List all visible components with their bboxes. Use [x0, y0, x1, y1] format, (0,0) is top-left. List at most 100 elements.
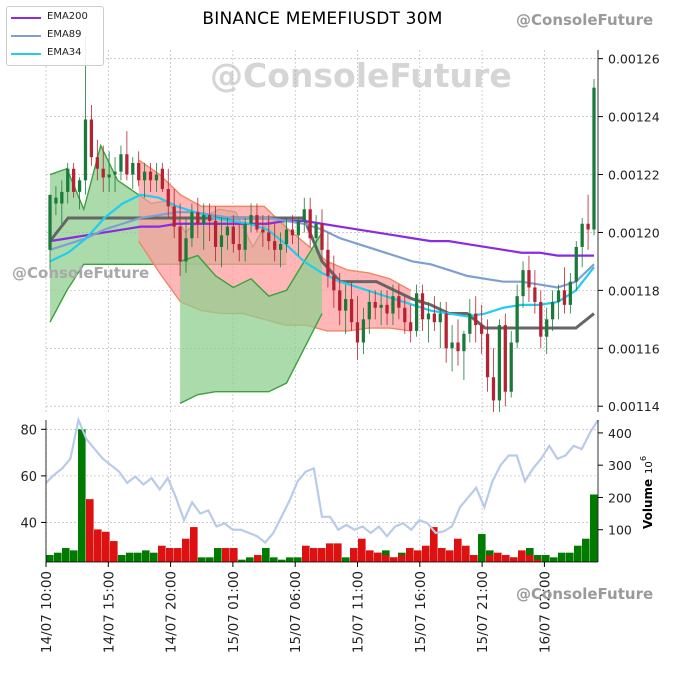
candle-body	[160, 168, 164, 190]
x-tick-label: 14/07 15:00	[101, 571, 117, 653]
x-tick-label: 15/07 16:00	[413, 571, 429, 653]
volume-bar-down	[446, 550, 454, 562]
candle-body	[237, 244, 241, 250]
candle-body	[568, 281, 572, 305]
volume-bar-up	[126, 552, 134, 562]
volume-bar-down	[110, 541, 118, 562]
candle-body	[533, 287, 537, 302]
candle-body	[397, 296, 401, 308]
x-tick-label: 16/07 02:00	[537, 571, 553, 653]
candle-body	[462, 333, 466, 352]
volume-bar-down	[502, 555, 510, 562]
watermark-center: @ConsoleFuture	[210, 56, 512, 95]
candle-body	[456, 342, 460, 352]
candle-body	[409, 322, 413, 331]
volume-bar-up	[534, 555, 542, 562]
chart-title: BINANCE MEMEFIUSDT 30M	[202, 9, 443, 29]
volume-bar-down	[414, 550, 422, 562]
volume-bar-down	[438, 548, 446, 562]
candle-body	[444, 313, 448, 349]
volume-bar-down	[366, 550, 374, 562]
green-cloud-right	[180, 232, 322, 404]
volume-bar-up	[246, 557, 254, 562]
candle-body	[468, 313, 472, 334]
candle-body	[338, 290, 342, 311]
candle-body	[196, 212, 200, 224]
volume-bar-down	[102, 531, 110, 562]
watermark-bottom-right: @ConsoleFuture	[516, 585, 654, 603]
volume-left-tick-label: 60	[20, 470, 37, 485]
price-tick-label: 0.00114	[608, 399, 660, 414]
candle-body	[72, 168, 76, 192]
candle-body	[113, 171, 117, 175]
volume-bar-down	[350, 548, 358, 562]
candle-body	[278, 244, 283, 250]
volume-bar-down	[534, 559, 542, 562]
volume-bar-up	[478, 534, 486, 562]
legend: EMA200 EMA89 EMA34	[6, 6, 104, 66]
volume-bar-up	[278, 559, 286, 562]
volume-right-tick-label: 400	[608, 426, 632, 441]
volume-right-tick-label: 200	[608, 490, 632, 505]
candle-body	[249, 215, 253, 224]
price-tick-label: 0.00120	[608, 225, 660, 240]
candle-body	[231, 226, 235, 245]
price-tick-label: 0.00126	[608, 52, 660, 67]
candle-body	[48, 194, 52, 250]
volume-bar-down	[390, 557, 398, 562]
candle-body	[586, 223, 590, 230]
volume-bar-down	[334, 543, 342, 562]
candle-body	[515, 296, 519, 343]
candle-body	[219, 235, 224, 247]
x-tick-label: 15/07 11:00	[351, 571, 367, 653]
candle-body	[355, 322, 360, 343]
volume-bar-down	[470, 555, 478, 562]
candle-body	[385, 304, 389, 314]
volume-bar-up	[54, 552, 62, 562]
volume-left-tick-label: 80	[20, 423, 37, 438]
candle-body	[261, 229, 265, 233]
volume-bar-down	[406, 548, 414, 562]
candle-body	[60, 191, 64, 204]
candle-body	[592, 87, 596, 230]
volume-bar-up	[574, 545, 582, 562]
volume-bar-down	[374, 552, 382, 562]
candle-body	[391, 296, 395, 314]
volume-bar-up	[62, 548, 70, 562]
x-tick-label: 15/07 01:00	[226, 571, 242, 653]
volume-bar-up	[526, 548, 534, 562]
watermark-left: @ConsoleFuture	[12, 264, 150, 282]
volume-left-tick-label: 40	[20, 516, 37, 531]
green-cloud-right-lower	[179, 313, 323, 404]
candle-body	[414, 293, 419, 331]
candle-body	[107, 174, 111, 178]
candle-body	[119, 154, 123, 172]
legend-label-ema89: EMA89	[47, 29, 82, 40]
volume-axis-label: Volume	[641, 479, 655, 529]
candle-body	[296, 220, 300, 236]
price-tick-label: 0.00124	[608, 110, 660, 125]
candle-body	[562, 290, 567, 305]
volume-bar-up	[70, 550, 78, 562]
volume-bar-up	[286, 557, 294, 562]
volume-bar-up	[142, 550, 150, 562]
candle-body	[314, 223, 318, 239]
candle-body	[154, 174, 159, 181]
candle-body	[148, 171, 153, 181]
volume-bar-up	[118, 555, 126, 562]
candle-body	[77, 180, 82, 192]
candle-body	[521, 270, 525, 297]
candle-body	[503, 325, 507, 392]
candle-body	[485, 333, 490, 378]
volume-bar-down	[462, 545, 470, 562]
volume-bar-up	[134, 552, 142, 562]
candle-body	[403, 307, 407, 323]
price-tick-label: 0.00116	[608, 341, 660, 356]
candle-body	[302, 209, 306, 221]
volume-bar-down	[182, 538, 190, 562]
candle-body	[225, 226, 230, 236]
volume-bar-down	[190, 527, 198, 562]
candle-body	[491, 377, 496, 401]
candle-body	[125, 154, 129, 175]
